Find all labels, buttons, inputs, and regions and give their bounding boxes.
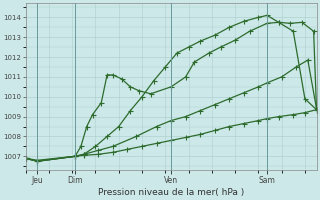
X-axis label: Pression niveau de la mer( hPa ): Pression niveau de la mer( hPa ) (98, 188, 244, 197)
